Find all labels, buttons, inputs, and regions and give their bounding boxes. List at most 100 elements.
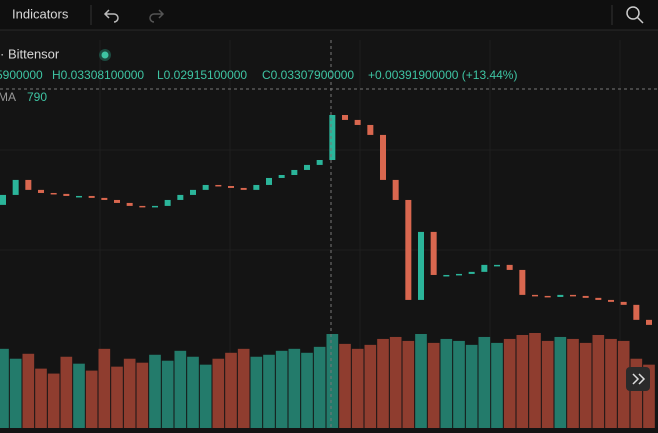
candle-body <box>367 124 374 135</box>
volume-bar <box>161 360 174 428</box>
candle-layer <box>0 115 652 325</box>
candle-body <box>430 231 437 275</box>
volume-bar <box>453 340 465 428</box>
volume-bar <box>250 356 263 428</box>
volume-bar <box>643 364 655 428</box>
candle-body <box>620 301 627 305</box>
volume-bar <box>339 343 351 428</box>
volume-bar <box>9 358 22 428</box>
candle-body <box>76 195 82 198</box>
candle-body <box>494 264 500 267</box>
indicators-button[interactable]: Indicators <box>12 6 69 21</box>
candle-body <box>380 134 386 180</box>
candle-body <box>202 184 209 190</box>
candle-body <box>25 179 32 190</box>
candle-body <box>595 297 602 300</box>
candle-body <box>633 304 640 320</box>
volume-bar <box>516 334 529 428</box>
volume-bar <box>617 340 630 428</box>
candle-body <box>354 119 361 125</box>
candle-body <box>544 295 551 298</box>
volume-bar <box>567 338 579 428</box>
candle-body <box>164 199 171 206</box>
scroll-icon <box>632 373 646 385</box>
candle-body <box>50 192 57 195</box>
candle-body <box>329 115 336 160</box>
volume-bar <box>415 333 427 428</box>
candle-body <box>468 271 475 274</box>
legend-change: +0.00391900000 (+13.44%) <box>368 68 517 82</box>
ma-label: MA <box>0 90 16 104</box>
volume-bar <box>225 352 237 428</box>
candle-body <box>177 194 184 200</box>
candle-body <box>342 115 348 120</box>
volume-bar <box>541 340 554 428</box>
candle-body <box>405 199 412 300</box>
candle-body <box>101 197 108 200</box>
volume-bar <box>478 336 491 428</box>
candle-body <box>519 269 526 295</box>
candle-body <box>126 202 133 206</box>
volume-bar <box>592 334 605 428</box>
volume-bar <box>199 364 212 428</box>
volume-bar <box>187 356 199 428</box>
symbol-name: · Bittensor <box>0 46 60 61</box>
volume-bar <box>402 340 415 428</box>
legend-close: C0.03307900000 <box>262 68 354 82</box>
candle-body <box>608 299 614 302</box>
candle-body <box>557 294 564 297</box>
volume-bar <box>47 373 60 428</box>
snapshot-button[interactable] <box>626 6 640 20</box>
volume-bar <box>579 342 592 428</box>
volume-bar <box>35 368 47 428</box>
redo-button[interactable] <box>149 9 165 23</box>
candle-body <box>253 184 260 190</box>
candle-body <box>570 294 576 297</box>
volume-bar <box>22 353 35 428</box>
volume-bar <box>529 333 541 428</box>
volume-bar <box>465 344 478 428</box>
volume-bar <box>237 348 250 428</box>
candle-body <box>240 187 247 190</box>
volume-bar <box>630 358 643 428</box>
status-dot <box>101 51 109 59</box>
candle-body <box>215 184 222 187</box>
candle-body <box>582 295 589 298</box>
volume-bar <box>313 346 326 428</box>
volume-bar <box>275 350 288 428</box>
ma-value: 790 <box>27 90 47 104</box>
volume-bar <box>174 350 187 428</box>
volume-bar <box>364 344 377 428</box>
candle-body <box>88 195 95 198</box>
volume-bar <box>326 333 339 428</box>
volume-bar <box>0 348 9 428</box>
candle-body <box>190 189 196 195</box>
volume-bar <box>136 362 149 428</box>
candle-body <box>12 179 19 195</box>
volume-bar <box>554 336 567 428</box>
volume-bar <box>301 352 313 428</box>
candle-body <box>38 189 44 193</box>
candle-body <box>114 199 120 203</box>
candle-body <box>304 164 310 170</box>
toolbar <box>0 0 658 30</box>
candle-body <box>152 205 158 208</box>
legend-open: 5900000 <box>0 68 43 82</box>
candle-body <box>506 264 513 270</box>
candle-body <box>443 274 450 277</box>
volume-bar <box>377 338 389 428</box>
candle-body <box>0 194 6 205</box>
undo-button[interactable] <box>103 9 119 23</box>
volume-bar <box>427 342 440 428</box>
candle-body <box>291 169 298 175</box>
candle-body <box>266 177 272 185</box>
candle-body <box>139 205 146 208</box>
volume-bar <box>288 348 301 428</box>
candle-body <box>316 160 323 165</box>
volume-bar <box>263 354 275 428</box>
volume-bar <box>389 336 402 428</box>
volume-bar <box>503 338 516 428</box>
volume-bar <box>60 356 73 428</box>
volume-bar <box>85 370 98 428</box>
